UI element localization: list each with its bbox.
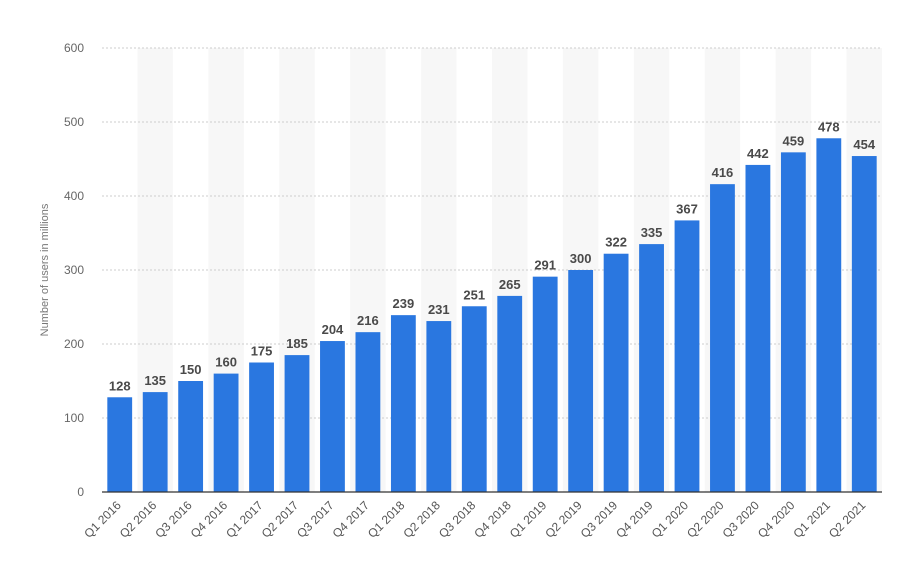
bar — [780, 152, 806, 492]
data-label: 335 — [641, 225, 663, 240]
data-label: 150 — [180, 362, 202, 377]
bar — [851, 156, 877, 493]
bar — [710, 184, 735, 492]
x-tick-label: Q1 2016 — [81, 498, 124, 541]
bar — [674, 220, 700, 493]
x-tick-label: Q3 2019 — [578, 498, 621, 541]
x-tick-label: Q2 2017 — [259, 498, 302, 541]
bar — [639, 244, 664, 492]
data-label: 135 — [144, 373, 166, 388]
x-tick-label: Q2 2020 — [684, 498, 727, 541]
data-label: 265 — [499, 277, 521, 292]
x-tick-label: Q2 2021 — [826, 498, 869, 541]
bar — [213, 373, 239, 492]
y-axis-label: Number of users in millions — [39, 203, 51, 336]
bar — [142, 392, 168, 492]
bar — [461, 306, 487, 492]
bar — [284, 355, 310, 492]
data-label: 291 — [534, 258, 556, 273]
bar — [745, 164, 771, 493]
value-labels: 128 135 150 160 175 185 204 216 239 231 251 265 291 3… — [109, 119, 876, 393]
bar — [426, 321, 452, 492]
bar — [355, 332, 381, 492]
y-tick-label: 600 — [64, 41, 84, 55]
x-tick-label: Q1 2018 — [365, 498, 408, 541]
x-tick-label: Q2 2016 — [117, 498, 160, 541]
x-tick-label: Q1 2020 — [649, 498, 692, 541]
data-label: 322 — [605, 235, 627, 250]
x-tick-label: Q2 2019 — [542, 498, 585, 541]
data-label: 454 — [853, 137, 875, 152]
y-tick-label: 200 — [64, 337, 84, 351]
data-label: 231 — [428, 302, 450, 317]
bar — [816, 138, 842, 492]
x-tick-label: Q1 2019 — [507, 498, 550, 541]
bar — [320, 341, 345, 492]
y-tick-label: 100 — [64, 411, 84, 425]
bar — [497, 295, 523, 492]
data-label: 300 — [570, 251, 592, 266]
bar — [390, 315, 416, 492]
data-label: 128 — [109, 378, 131, 393]
x-tick-label: Q2 2018 — [400, 498, 443, 541]
x-tick-label: Q4 2019 — [613, 498, 656, 541]
y-tick-label: 400 — [64, 189, 84, 203]
bar — [178, 381, 204, 492]
y-tick-label: 500 — [64, 115, 84, 129]
x-tick-label: Q4 2020 — [755, 498, 798, 541]
data-label: 459 — [783, 133, 805, 148]
y-tick-labels: 0 100 200 300 400 500 600 — [64, 41, 84, 499]
data-label: 416 — [712, 165, 734, 180]
bar — [249, 362, 274, 492]
data-label: 175 — [251, 344, 273, 359]
x-tick-label: Q4 2017 — [330, 498, 373, 541]
x-tick-label: Q3 2017 — [294, 498, 337, 541]
bar — [532, 276, 558, 492]
data-label: 478 — [818, 119, 840, 134]
bars — [107, 138, 877, 493]
data-label: 367 — [676, 201, 698, 216]
data-label: 160 — [215, 355, 237, 370]
x-tick-label: Q3 2020 — [720, 498, 763, 541]
bar — [568, 270, 594, 492]
y-tick-label: 300 — [64, 263, 84, 277]
x-tick-label: Q1 2021 — [790, 498, 833, 541]
data-label: 442 — [747, 146, 769, 161]
data-label: 216 — [357, 313, 379, 328]
x-tick-label: Q1 2017 — [223, 498, 266, 541]
data-label: 251 — [463, 287, 485, 302]
data-label: 239 — [393, 296, 415, 311]
x-tick-label: Q4 2018 — [471, 498, 514, 541]
x-tick-label: Q3 2018 — [436, 498, 479, 541]
bar — [107, 397, 133, 492]
x-tick-label: Q3 2016 — [152, 498, 195, 541]
x-tick-label: Q4 2016 — [188, 498, 231, 541]
data-label: 185 — [286, 336, 308, 351]
data-label: 204 — [322, 322, 344, 337]
bar — [603, 253, 629, 492]
y-tick-label: 0 — [77, 485, 84, 499]
